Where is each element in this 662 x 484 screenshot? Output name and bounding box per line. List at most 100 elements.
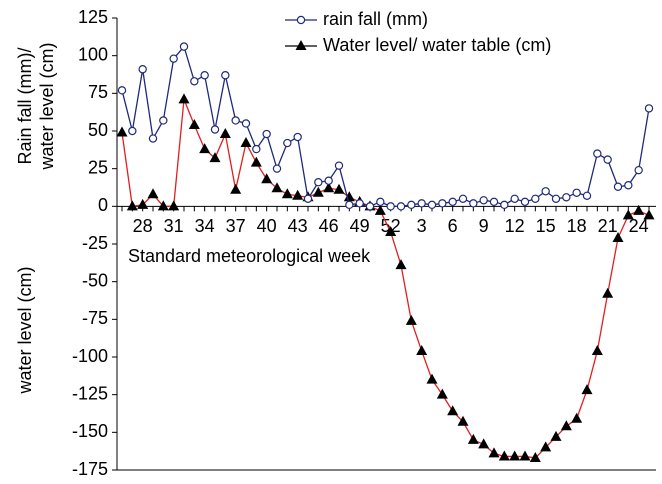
series-line <box>121 99 650 459</box>
point <box>272 164 282 173</box>
point <box>479 196 488 205</box>
y-tick-label: -75 <box>82 308 108 328</box>
point <box>159 116 168 125</box>
point <box>438 199 447 208</box>
point <box>520 197 530 207</box>
point <box>117 86 127 95</box>
point <box>447 405 459 416</box>
point <box>458 194 468 203</box>
point <box>386 202 395 211</box>
point <box>531 194 540 203</box>
point <box>591 344 603 355</box>
point <box>416 344 428 355</box>
y-tick-label: 0 <box>98 195 108 215</box>
point <box>551 194 561 203</box>
point <box>593 149 602 158</box>
point <box>292 189 304 200</box>
y-label-bottom: water level (cm) <box>15 266 35 394</box>
point <box>312 186 324 197</box>
point <box>396 202 406 211</box>
y-tick-label: 75 <box>88 82 108 102</box>
point <box>169 54 178 63</box>
legend-marker <box>295 40 307 50</box>
point <box>622 209 634 220</box>
point <box>436 388 448 399</box>
x-tick-label: 9 <box>479 216 489 236</box>
point <box>334 161 344 170</box>
point <box>612 231 624 242</box>
point <box>199 143 211 154</box>
point <box>541 187 550 196</box>
point <box>448 197 457 207</box>
point <box>271 182 283 193</box>
point <box>489 197 499 207</box>
point <box>643 209 655 220</box>
point <box>355 199 364 208</box>
point <box>407 200 416 210</box>
point <box>157 200 169 211</box>
point <box>644 104 654 113</box>
point <box>417 199 426 208</box>
point <box>147 188 159 199</box>
point <box>529 451 541 462</box>
x-tick-label: 21 <box>598 216 618 236</box>
x-tick-label: 3 <box>417 216 427 236</box>
point <box>200 71 209 80</box>
point <box>252 144 261 154</box>
point <box>603 155 612 164</box>
legend-marker <box>296 15 306 25</box>
point <box>374 204 386 215</box>
y-tick-label: -150 <box>72 421 108 441</box>
point <box>457 415 469 426</box>
x-tick-label: 18 <box>567 216 587 236</box>
point <box>262 129 271 139</box>
point <box>219 128 231 139</box>
point <box>634 165 643 175</box>
point <box>469 199 478 208</box>
x-tick-label: 43 <box>288 216 308 236</box>
point <box>323 182 335 193</box>
x-tick-label: 15 <box>536 216 556 236</box>
point <box>365 202 375 211</box>
x-tick-label: 34 <box>195 216 215 236</box>
point <box>281 188 293 199</box>
point <box>571 412 583 423</box>
point <box>241 119 251 128</box>
point <box>405 314 417 325</box>
point <box>500 200 509 210</box>
y-tick-label: -125 <box>72 383 108 403</box>
legend-label: rain fall (mm) <box>323 9 428 29</box>
point <box>178 93 190 104</box>
point <box>293 132 302 142</box>
point <box>426 373 438 384</box>
point <box>376 197 385 207</box>
point <box>116 126 128 137</box>
x-tick-label: 24 <box>629 216 649 236</box>
x-tick-label: 28 <box>133 216 153 236</box>
point <box>519 450 531 461</box>
x-tick-label: 31 <box>164 216 184 236</box>
point <box>467 433 479 444</box>
y-tick-label: -25 <box>82 233 108 253</box>
point <box>148 134 158 143</box>
point <box>168 200 180 211</box>
y-tick-label: 100 <box>78 44 108 64</box>
point <box>209 152 221 163</box>
y-tick-label: -100 <box>72 346 108 366</box>
y-label-top-1: Rain fall (mm)/ <box>15 47 35 164</box>
point <box>261 173 273 184</box>
point <box>126 200 138 211</box>
x-tick-label: 6 <box>448 216 458 236</box>
point <box>560 420 572 431</box>
x-label: Standard meteorological week <box>128 246 371 266</box>
point <box>624 181 633 190</box>
y-tick-label: 50 <box>88 120 108 140</box>
y-tick-label: -50 <box>82 270 108 290</box>
y-tick-label: 25 <box>88 157 108 177</box>
point <box>427 200 437 210</box>
point <box>345 200 354 210</box>
point <box>498 450 510 461</box>
point <box>138 65 147 74</box>
point <box>385 225 397 236</box>
